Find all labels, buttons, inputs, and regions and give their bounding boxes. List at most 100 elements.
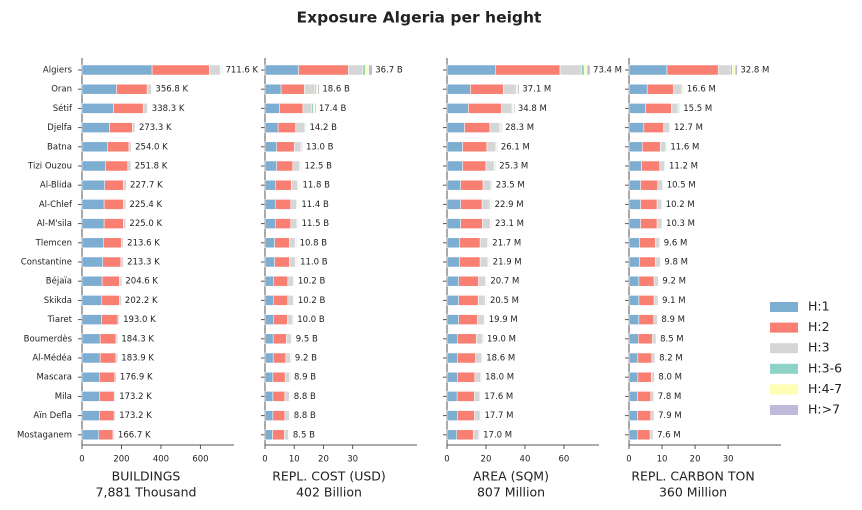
bar-segment <box>458 275 479 287</box>
bar-segment <box>446 122 465 133</box>
bar-segment <box>81 256 103 268</box>
y-tick-label: Tlemcen <box>35 238 72 248</box>
total-label: 193.0 K <box>123 315 156 325</box>
bar-segment <box>289 237 296 249</box>
x-tick-label: 200 <box>113 455 129 465</box>
total-label: 11.6 M <box>670 142 699 152</box>
total-label: 10.8 B <box>300 238 328 248</box>
legend-swatch <box>770 384 798 395</box>
bar-segment <box>473 429 480 441</box>
total-label: 273.3 K <box>139 123 172 133</box>
x-tick-label: 20 <box>690 455 701 465</box>
bar-segment <box>641 141 661 153</box>
total-label: 23.1 M <box>495 219 524 229</box>
bar-segment <box>272 429 285 441</box>
bar-segment <box>81 333 101 345</box>
bar-segment <box>638 275 655 287</box>
bar-segment <box>264 237 275 249</box>
x-tick-label: 10 <box>289 455 300 465</box>
x-tick-label: 600 <box>192 455 208 465</box>
bar-segment <box>464 122 491 133</box>
bar-segment <box>446 371 458 383</box>
bar-segment <box>121 237 124 249</box>
total-label: 7.8 M <box>658 392 682 402</box>
bar-segment <box>298 64 349 76</box>
bar-segment <box>317 83 320 95</box>
bar-segment <box>113 103 144 114</box>
total-label: 11.4 B <box>301 200 329 210</box>
bar-segment <box>462 160 487 172</box>
bar-segment <box>628 103 646 114</box>
bar-segment <box>628 275 640 287</box>
bar-segment <box>297 218 299 229</box>
x-axis-label: REPL. CARBON TON <box>631 469 754 484</box>
total-label: 8.5 M <box>660 334 684 344</box>
bar-segment <box>81 160 106 172</box>
bar-segment <box>628 391 638 402</box>
total-label: 26.1 M <box>501 142 530 152</box>
bar-segment <box>274 179 292 191</box>
bar-segment <box>280 83 305 95</box>
bar-segment <box>628 218 641 229</box>
bar-segment <box>127 160 132 172</box>
total-label: 202.2 K <box>125 296 158 306</box>
legend-label: H:3 <box>808 340 830 355</box>
total-label: 338.3 K <box>152 104 185 114</box>
y-tick-label: Constantine <box>21 258 72 268</box>
bar-segment <box>457 352 476 364</box>
bar-segment <box>264 429 273 441</box>
bar-segment <box>81 237 104 249</box>
bar-segment <box>290 199 297 210</box>
legend-label: H:3-6 <box>808 360 842 375</box>
total-label: 14.2 B <box>310 123 338 133</box>
bar-segment <box>293 314 295 325</box>
y-tick-label: Aïn Defla <box>33 411 72 421</box>
bar-segment <box>457 371 476 383</box>
bar-segment <box>477 295 486 306</box>
bar-segment <box>291 333 294 345</box>
bar-segment <box>581 64 585 76</box>
bar-segment <box>296 256 298 268</box>
bar-segment <box>474 410 481 421</box>
bar-segment <box>314 103 317 114</box>
total-label: 11.0 B <box>300 258 328 268</box>
bar-segment <box>99 391 115 402</box>
bar-segment <box>264 122 279 133</box>
bar-segment <box>501 103 512 114</box>
bar-segment <box>99 410 115 421</box>
bar-segment <box>485 160 495 172</box>
bar-segment <box>628 141 643 153</box>
bar-segment <box>446 141 463 153</box>
bar-segment <box>284 429 289 441</box>
bar-segment <box>637 371 652 383</box>
bar-segment <box>295 122 305 133</box>
bar-segment <box>98 429 114 441</box>
bar-segment <box>628 314 640 325</box>
bar-segment <box>365 64 370 76</box>
bar-segment <box>479 429 481 441</box>
x-tick-label: 0 <box>444 455 449 465</box>
bar-segment <box>272 371 286 383</box>
x-axis-summary: 402 Billion <box>296 485 362 500</box>
total-label: 17.7 M <box>484 411 513 421</box>
bar-segment <box>116 83 148 95</box>
bar-segment <box>81 64 153 76</box>
total-label: 36.7 B <box>375 66 403 76</box>
bar-segment <box>142 103 148 114</box>
bar-segment <box>446 237 460 249</box>
bar-segment <box>284 371 290 383</box>
bar-segment <box>291 352 293 364</box>
bar-segment <box>628 352 639 364</box>
bar-segment <box>285 352 291 364</box>
bar-segment <box>482 352 484 364</box>
bar-segment <box>264 199 276 210</box>
x-axis-summary: 7,881 Thousand <box>96 485 197 500</box>
bar-segment <box>264 314 275 325</box>
bar-segment <box>457 333 477 345</box>
bar-segment <box>272 333 287 345</box>
bar-segment <box>279 103 304 114</box>
bar-segment <box>264 295 275 306</box>
total-label: 213.3 K <box>127 258 160 268</box>
bar-segment <box>101 314 119 325</box>
legend-swatch <box>770 343 798 354</box>
